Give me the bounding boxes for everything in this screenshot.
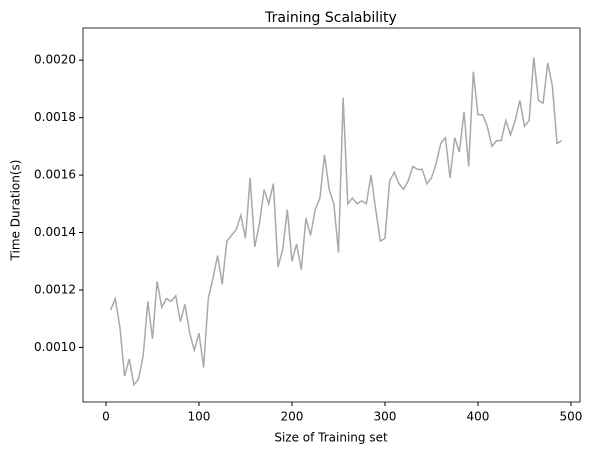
y-tick-label: 0.0020 — [34, 53, 76, 67]
x-axis-label: Size of Training set — [274, 431, 388, 445]
y-axis-label: Time Duration(s) — [9, 160, 23, 262]
y-tick-label: 0.0012 — [34, 282, 76, 296]
data-line — [109, 57, 563, 387]
x-tick-label: 500 — [560, 410, 583, 424]
y-tick-label: 0.0016 — [34, 168, 76, 182]
y-tick-label: 0.0018 — [34, 110, 76, 124]
chart-title: Training Scalability — [264, 10, 397, 26]
x-tick-label: 300 — [374, 410, 397, 424]
y-tick-label: 0.0010 — [34, 340, 76, 354]
axes-frame — [82, 27, 581, 403]
x-tick-label: 0 — [102, 410, 110, 424]
y-tick-label: 0.0014 — [34, 225, 76, 239]
x-tick-label: 400 — [467, 410, 490, 424]
x-tick-label: 200 — [281, 410, 304, 424]
x-tick-label: 100 — [188, 410, 211, 424]
